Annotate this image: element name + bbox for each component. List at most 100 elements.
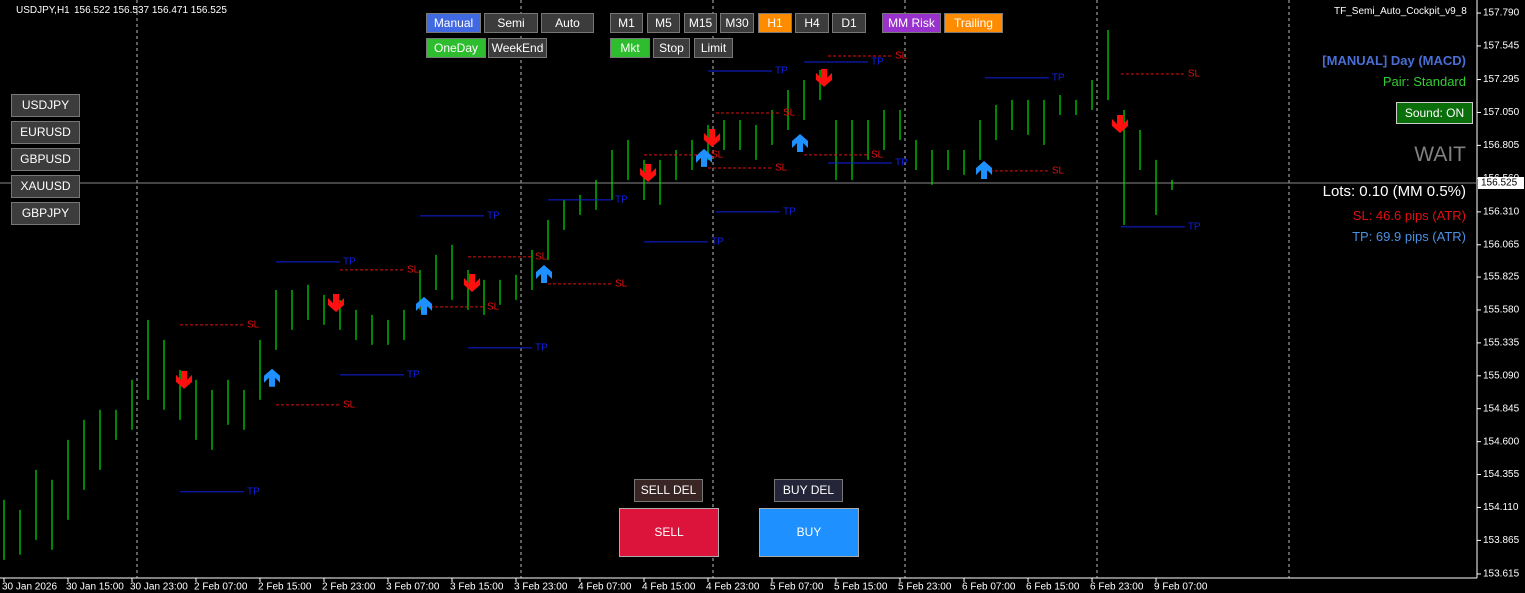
sell-button[interactable]: SELL (619, 508, 719, 557)
expert-name: TF_Semi_Auto_Cockpit_v9_8 (1334, 6, 1467, 17)
sl-info: SL: 46.6 pips (ATR) (1352, 208, 1466, 223)
symbol-button[interactable]: GBPUSD (11, 148, 80, 171)
lots: Lots: 0.10 (MM 0.5%) (1322, 183, 1466, 200)
x-tick-label: 5 Feb 07:00 (770, 582, 824, 593)
level-label: SL (247, 320, 260, 331)
y-tick-label: 157.295 (1483, 74, 1520, 85)
buy-del-button[interactable]: BUY DEL (774, 479, 843, 502)
level-label: TP (487, 211, 500, 222)
buy-button[interactable]: BUY (759, 508, 859, 557)
x-tick-label: 3 Feb 07:00 (386, 582, 440, 593)
x-tick-label: 6 Feb 23:00 (1090, 582, 1144, 593)
x-tick-label: 6 Feb 07:00 (962, 582, 1016, 593)
timeframe-button[interactable]: H4 (795, 13, 829, 33)
timeframe-button[interactable]: H1 (758, 13, 792, 33)
signal-arrow (464, 273, 481, 292)
level-label: SL (871, 150, 884, 161)
x-tick-label: 5 Feb 15:00 (834, 582, 888, 593)
level-label: SL (711, 150, 724, 161)
signal-arrow (264, 368, 281, 387)
y-tick-label: 155.335 (1483, 338, 1520, 349)
x-tick-label: 2 Feb 15:00 (258, 582, 312, 593)
level-label: TP (711, 236, 724, 247)
sound-button[interactable]: Sound: ON (1396, 102, 1473, 124)
level-label: TP (1188, 222, 1201, 233)
level-label: TP (247, 486, 260, 497)
signal-arrow (536, 264, 553, 283)
x-tick-label: 3 Feb 15:00 (450, 582, 504, 593)
current-price-box (1478, 176, 1524, 189)
level-label: SL (1052, 166, 1065, 177)
level-label: SL (895, 51, 908, 62)
signal-arrow (976, 160, 993, 179)
level-label: SL (775, 163, 788, 174)
tp-info: TP: 69.9 pips (ATR) (1352, 229, 1466, 244)
signal-arrow (176, 370, 193, 389)
order-type-button[interactable]: Limit (694, 38, 733, 58)
level-label: TP (783, 207, 796, 218)
signal-arrow (792, 133, 809, 152)
mode-button[interactable]: Semi (484, 13, 538, 33)
level-label: TP (871, 57, 884, 68)
session-button[interactable]: OneDay (426, 38, 486, 58)
timeframe-button[interactable]: M30 (720, 13, 754, 33)
y-tick-label: 157.790 (1483, 8, 1520, 19)
signal-arrow (416, 296, 433, 315)
signal-arrow (696, 148, 713, 167)
mode-button[interactable]: Auto (541, 13, 594, 33)
y-tick-label: 154.110 (1483, 502, 1519, 513)
timeframe-button[interactable]: M5 (647, 13, 680, 33)
symbol-title: USDJPY,H1 (16, 5, 70, 16)
timeframe-button[interactable]: M1 (610, 13, 643, 33)
signal-arrow (1112, 115, 1129, 134)
x-tick-label: 30 Jan 2026 (2, 582, 57, 593)
x-tick-label: 9 Feb 07:00 (1154, 582, 1208, 593)
mm-risk-button[interactable]: MM Risk (882, 13, 941, 33)
y-tick-label: 156.805 (1483, 140, 1520, 151)
level-label: SL (535, 252, 548, 263)
status: [MANUAL] Day (MACD) (1322, 53, 1466, 68)
y-tick-label: 155.825 (1483, 272, 1520, 283)
timeframe-button[interactable]: M15 (684, 13, 717, 33)
signal-arrow (328, 293, 345, 312)
level-label: SL (343, 399, 356, 410)
level-label: SL (1188, 69, 1201, 80)
symbol-button[interactable]: GBPJPY (11, 202, 80, 225)
level-label: TP (895, 158, 908, 169)
level-label: SL (783, 108, 796, 119)
y-tick-label: 156.065 (1483, 239, 1520, 250)
session-button[interactable]: WeekEnd (488, 38, 547, 58)
y-tick-label: 153.865 (1483, 535, 1520, 546)
symbol-button[interactable]: USDJPY (11, 94, 80, 117)
symbol-button[interactable]: XAUUSD (11, 175, 80, 198)
level-label: TP (775, 66, 788, 77)
sell-del-button[interactable]: SELL DEL (634, 479, 703, 502)
timeframe-button[interactable]: D1 (832, 13, 866, 33)
x-tick-label: 4 Feb 07:00 (578, 582, 632, 593)
y-tick-label: 157.545 (1483, 41, 1520, 52)
trailing-button[interactable]: Trailing (944, 13, 1003, 33)
level-label: TP (535, 342, 548, 353)
signal-arrow (704, 128, 721, 147)
order-type-button[interactable]: Mkt (610, 38, 650, 58)
y-tick-label: 155.580 (1483, 305, 1520, 316)
y-tick-label: 156.310 (1483, 207, 1520, 218)
pair: Pair: Standard (1382, 74, 1466, 89)
level-label: SL (615, 279, 628, 290)
x-tick-label: 2 Feb 07:00 (194, 582, 248, 593)
order-type-button[interactable]: Stop (653, 38, 690, 58)
level-label: SL (407, 265, 420, 276)
level-label: TP (615, 195, 628, 206)
x-tick-label: 2 Feb 23:00 (322, 582, 376, 593)
x-tick-label: 30 Jan 15:00 (66, 582, 124, 593)
level-label: TP (407, 369, 420, 380)
symbol-button[interactable]: EURUSD (11, 121, 80, 144)
y-tick-label: 153.615 (1483, 569, 1520, 580)
mode-button[interactable]: Manual (426, 13, 481, 33)
signal-arrow (816, 68, 833, 87)
x-tick-label: 30 Jan 23:00 (130, 582, 188, 593)
x-tick-label: 5 Feb 23:00 (898, 582, 952, 593)
y-tick-label: 155.090 (1483, 370, 1520, 381)
signal-status: WAIT (1414, 143, 1466, 166)
